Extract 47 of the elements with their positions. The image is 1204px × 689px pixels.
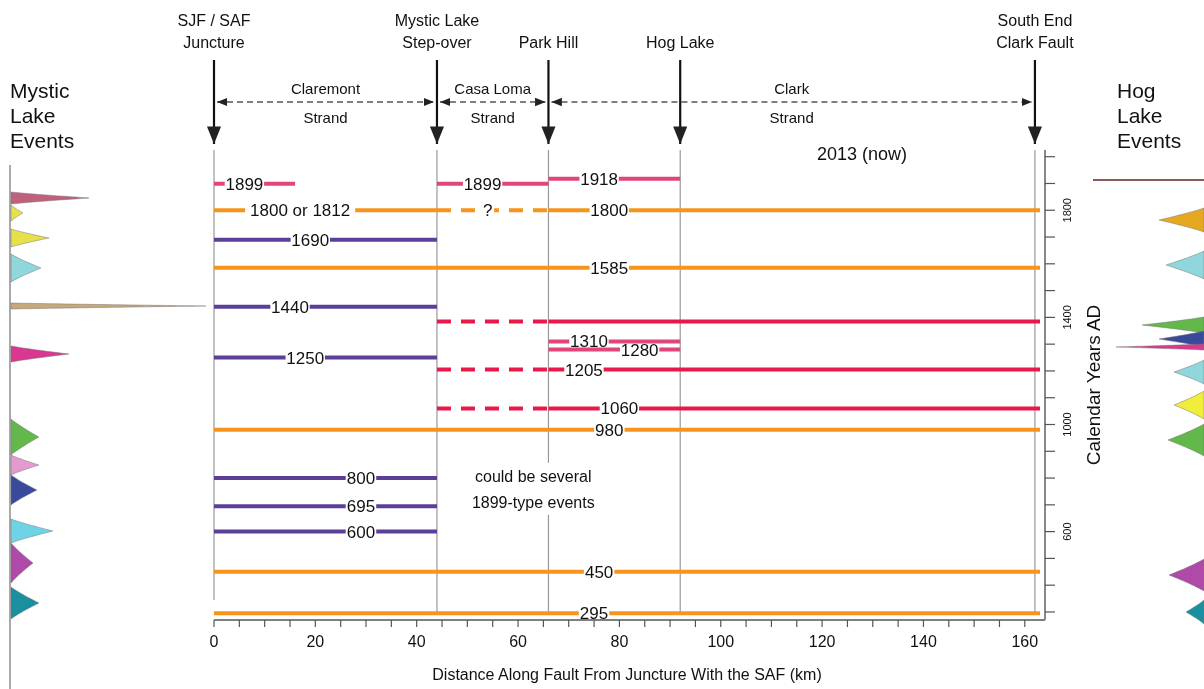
annotation: 2013 (now)	[816, 144, 908, 164]
text: Mystic Lake Events	[10, 79, 75, 152]
text: Casa Loma Strand	[454, 80, 532, 126]
annotation: 1899	[225, 174, 264, 194]
annotation: 1918	[580, 169, 619, 189]
annotation: 1060	[600, 398, 639, 418]
annotation: 1800	[590, 200, 629, 220]
annotation: 450	[584, 562, 614, 582]
x-tick-label: 0	[209, 633, 219, 650]
annotation: 1440	[271, 297, 309, 317]
x-tick-label: 140	[910, 633, 937, 650]
annotation: 295	[579, 603, 609, 623]
ref-line-label: Mystic Lake Step-over	[394, 12, 480, 51]
annotation: 1899	[463, 174, 502, 194]
annotation: 600	[346, 522, 376, 542]
x-tick-label: 80	[610, 633, 629, 650]
annotation: ?	[482, 200, 493, 220]
x-tick-label: 20	[306, 633, 325, 650]
text: Hog Lake Events	[1117, 79, 1182, 152]
annotation: 980	[595, 420, 624, 440]
text: Clark Strand	[769, 80, 814, 126]
annotation: 1280	[620, 340, 659, 360]
text: Claremont Strand	[290, 80, 361, 126]
x-tick-label: 120	[808, 633, 836, 650]
annotation: could be several 1899-type events	[471, 467, 595, 511]
y-tick-label: 1800	[1061, 198, 1073, 223]
annotation: 1690	[291, 230, 330, 250]
ref-line-label: South End Clark Fault	[996, 12, 1075, 51]
annotation: 1310	[570, 331, 608, 351]
annotation: 800	[346, 468, 376, 488]
x-tick-label: 160	[1011, 633, 1039, 650]
x-tick-label: 100	[707, 633, 735, 650]
y-axis-title: Calendar Years AD	[1082, 304, 1104, 466]
ref-line-label: Park Hill	[518, 34, 579, 51]
ref-line-label: Hog Lake	[645, 34, 715, 51]
x-tick-label: 60	[509, 633, 528, 650]
x-tick-label: 40	[407, 633, 426, 650]
y-tick-label: 1000	[1061, 412, 1073, 437]
x-axis-title: Distance Along Fault From Juncture With the SAF (km)	[432, 666, 822, 683]
ref-line-label: SJF / SAF Juncture	[177, 12, 251, 51]
annotation: 1250	[286, 348, 325, 368]
y-tick-label: 600	[1061, 522, 1073, 541]
annotation: 1585	[590, 258, 629, 278]
annotation: 1800 or 1812	[250, 200, 351, 220]
annotation: 1205	[565, 360, 603, 380]
y-tick-label: 1400	[1061, 305, 1073, 330]
annotation: 695	[346, 496, 376, 516]
